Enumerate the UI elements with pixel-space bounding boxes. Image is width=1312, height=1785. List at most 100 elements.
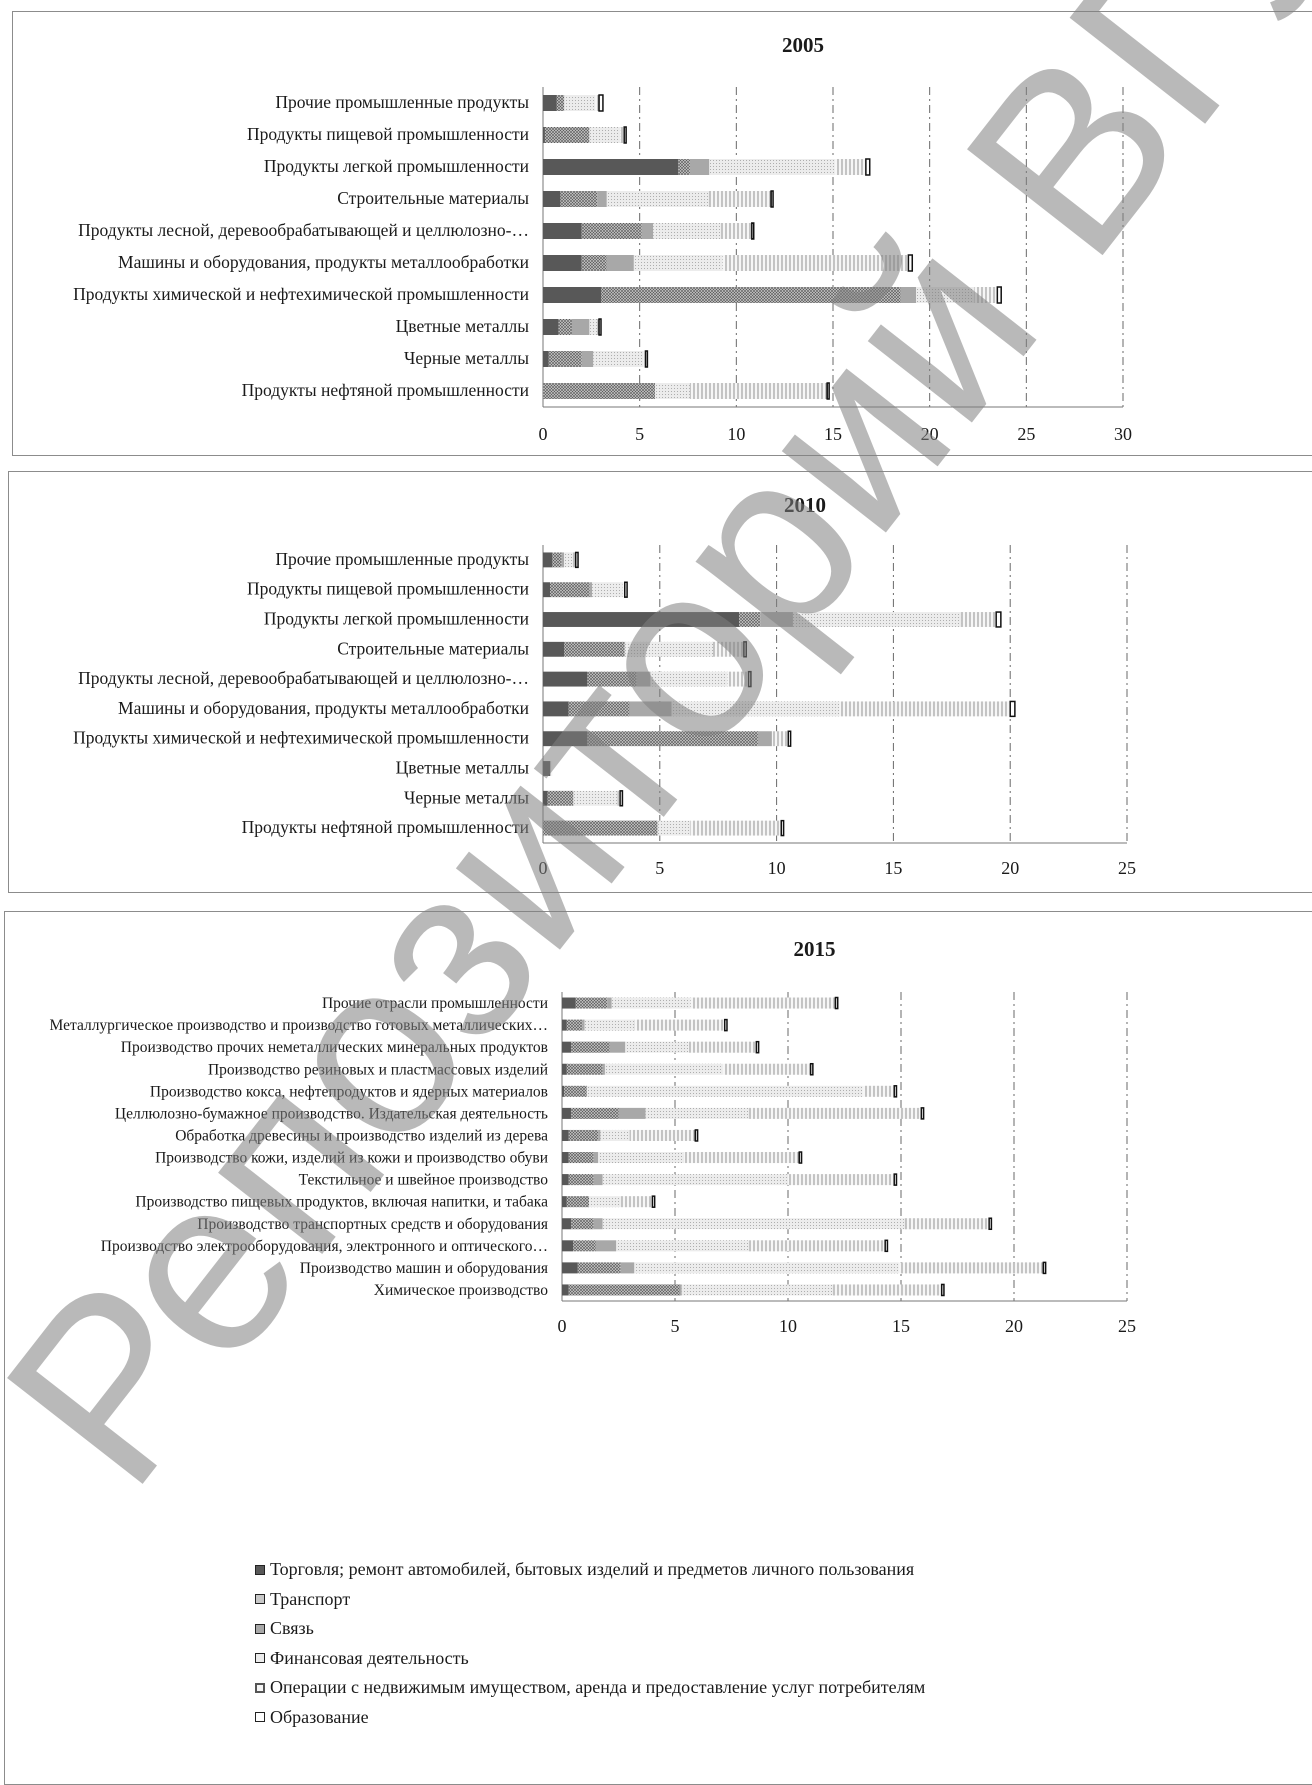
category-label: Текстильное и швейное производство [299, 1172, 549, 1189]
bar-segment-communication [621, 1262, 635, 1273]
bar-segment-communication [596, 1240, 616, 1251]
bar-segment-transport [601, 287, 901, 303]
bar-segment-finance [593, 351, 643, 367]
category-label: Продукты пищевой промышленности [247, 124, 529, 144]
category-label: Прочие промышленные продукты [275, 549, 529, 569]
x-tick-label: 15 [884, 858, 902, 878]
bar-segment-communication [680, 1284, 682, 1295]
bar-segment-education [788, 731, 790, 746]
bar-segment-finance [634, 255, 723, 271]
x-tick-label: 5 [635, 424, 644, 444]
legend-swatch-real-estate [255, 1683, 265, 1693]
bar-segment-trade [543, 731, 587, 746]
bar-segment-education [781, 821, 783, 836]
bar-segment-communication [629, 701, 671, 716]
bar-segment-transport [567, 1064, 603, 1075]
chart-title-2015: 2015 [794, 937, 836, 961]
category-label: Продукты нефтяной промышленности [242, 817, 529, 837]
bar-segment-education [599, 95, 603, 111]
legend-item-transport: Транспорт [255, 1585, 925, 1615]
bar-segment-finance [671, 701, 839, 716]
legend-label-finance: Финансовая деятельность [270, 1648, 469, 1669]
legend-item-real-estate: Операции с недвижимым имуществом, аренда… [255, 1673, 925, 1703]
bar-segment-real-estate [833, 1284, 941, 1295]
legend-swatch-finance [255, 1653, 265, 1663]
legend-label-transport: Транспорт [270, 1589, 350, 1610]
category-label: Химическое производство [374, 1282, 548, 1299]
category-label: Продукты легкой промышленности [264, 156, 529, 176]
category-label: Продукты химической и нефтехимической пр… [73, 284, 529, 304]
x-tick-label: 15 [824, 424, 842, 444]
bar-segment-communication [760, 612, 793, 627]
category-label: Продукты химической и нефтехимической пр… [73, 728, 529, 748]
legend-swatch-education [255, 1712, 265, 1722]
bar-segment-real-estate [788, 1174, 894, 1185]
bar-segment-communication [582, 351, 594, 367]
bar-segment-finance [612, 998, 691, 1009]
bar-segment-real-estate [750, 1240, 886, 1251]
category-label: Целлюлозно-бумажное производство. Издате… [115, 1105, 548, 1122]
bar-segment-finance [600, 1130, 629, 1141]
x-tick-label: 5 [655, 858, 664, 878]
category-label: Производство резиновых и пластмассовых и… [208, 1061, 548, 1078]
bar-segment-trade [562, 1108, 571, 1119]
legend-label-communication: Связь [270, 1618, 314, 1639]
bar-segment-transport [550, 582, 590, 597]
bar-segment-transport [543, 383, 655, 399]
bar-segment-finance [616, 1240, 749, 1251]
bar-segment-finance [603, 1174, 788, 1185]
category-label: Производство кокса, нефтепродуктов и яде… [150, 1083, 548, 1100]
bar-segment-education [1043, 1262, 1045, 1273]
chart-2010-panel: 2010 0 5 10 15 20 25 Прочие промышленные продук… [8, 471, 1312, 893]
bar-segment-transport [578, 1262, 621, 1273]
x-tick-label: 25 [1017, 424, 1035, 444]
bar-segment-finance [589, 127, 620, 143]
bar-segment-transport [587, 672, 636, 687]
bar-segment-trade [562, 1218, 571, 1229]
bar-segment-transport [569, 1284, 680, 1295]
bar-segment-education [771, 191, 773, 207]
bar-segment-transport [582, 223, 642, 239]
bar-segment-finance [605, 1064, 723, 1075]
bar-segment-finance [634, 1262, 898, 1273]
category-label: Черные металлы [404, 787, 529, 807]
bar-segment-real-estate [750, 1108, 922, 1119]
bar-segment-trade [562, 1240, 573, 1251]
bar-segment-real-estate [550, 761, 552, 776]
bar-segment-finance [589, 1196, 621, 1207]
bar-segment-real-estate [691, 998, 836, 1009]
bar-segment-trade [543, 582, 550, 597]
bar-segment-education [885, 1240, 887, 1251]
bar-segment-transport [567, 1196, 590, 1207]
x-tick-label: 10 [768, 858, 786, 878]
category-label: Машины и оборудования, продукты металлоо… [118, 698, 529, 718]
bar-segment-education [752, 223, 754, 239]
bar-segment-education [835, 998, 837, 1009]
bar-segment-education [624, 127, 626, 143]
bar-segment-finance [625, 642, 714, 657]
bar-segment-finance [587, 1086, 863, 1097]
bar-segment-finance [564, 95, 595, 111]
bar-segment-education [620, 791, 622, 806]
category-label: Строительные материалы [337, 638, 529, 658]
bar-segment-real-estate [630, 1130, 696, 1141]
bar-segment-real-estate [634, 1020, 724, 1031]
legend-swatch-communication [255, 1624, 265, 1634]
bar-segment-transport [560, 191, 597, 207]
bar-segment-transport [557, 95, 565, 111]
bar-segment-transport [576, 998, 608, 1009]
category-label: Производство машин и оборудования [300, 1260, 548, 1277]
legend-label-education: Образование [270, 1707, 369, 1728]
bar-segment-education [827, 383, 829, 399]
bar-segment-communication [582, 1020, 584, 1031]
category-label: Производство электрооборудования, электр… [101, 1238, 548, 1255]
bar-segment-education [866, 159, 870, 175]
chart-legend: Торговля; ремонт автомобилей, бытовых из… [255, 1555, 925, 1732]
bar-segment-real-estate [840, 701, 1011, 716]
x-tick-label: 20 [1005, 1316, 1023, 1336]
category-label: Производство кожи, изделий из кожи и про… [155, 1150, 548, 1167]
bar-segment-trade [543, 319, 558, 335]
bar-segment-trade [543, 761, 550, 776]
bar-segment-trade [543, 672, 587, 687]
category-label: Продукты нефтяной промышленности [242, 380, 529, 400]
